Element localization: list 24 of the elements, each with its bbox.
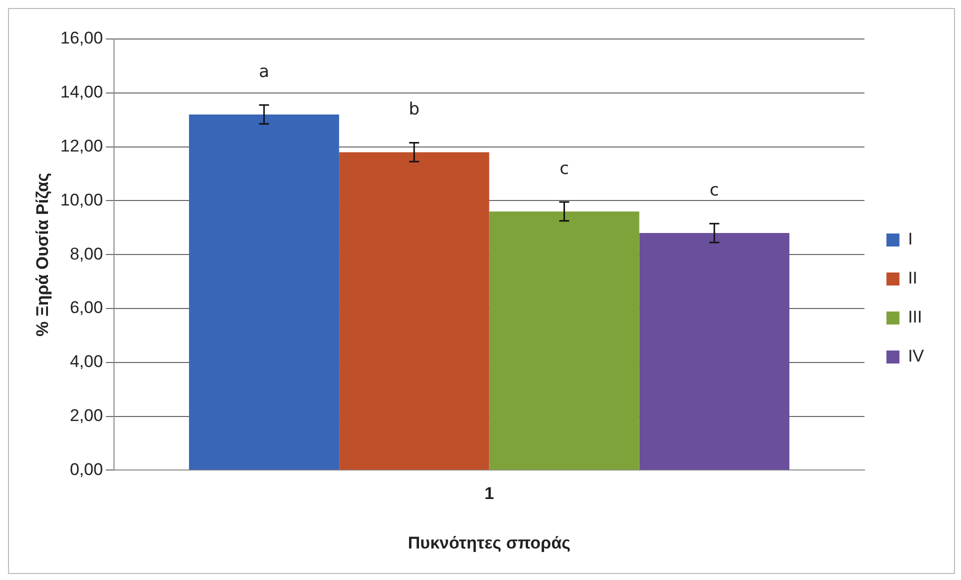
legend-label: III [908, 308, 922, 327]
y-tick-label: 12,00 [60, 136, 103, 156]
annotation: b [408, 100, 420, 120]
bar [489, 211, 640, 470]
annotation: a [258, 62, 270, 82]
y-axis-title: % Ξηρά Ουσία Ρίζας [32, 172, 52, 336]
legend-label: II [908, 268, 918, 288]
bar [188, 114, 340, 470]
y-tick-label: 4,00 [70, 352, 103, 372]
x-tick-label: 1 [484, 484, 494, 504]
y-tick-label: 2,00 [70, 406, 103, 425]
y-tick-label: 6,00 [70, 298, 103, 318]
y-tick-label: 8,00 [70, 244, 103, 264]
annotation: c [710, 180, 720, 201]
annotation: c [560, 158, 569, 179]
legend-label: IV [908, 346, 925, 366]
y-tick-label: 16,00 [60, 28, 103, 48]
bar [639, 233, 790, 470]
y-tick-label: 10,00 [60, 190, 103, 210]
y-tick-label: 0,00 [70, 460, 103, 479]
y-tick-label: 14,00 [60, 82, 103, 102]
legend-label: I [908, 230, 913, 249]
bar [339, 152, 490, 470]
x-axis-title: Πυκνότητες σποράς [408, 533, 571, 552]
